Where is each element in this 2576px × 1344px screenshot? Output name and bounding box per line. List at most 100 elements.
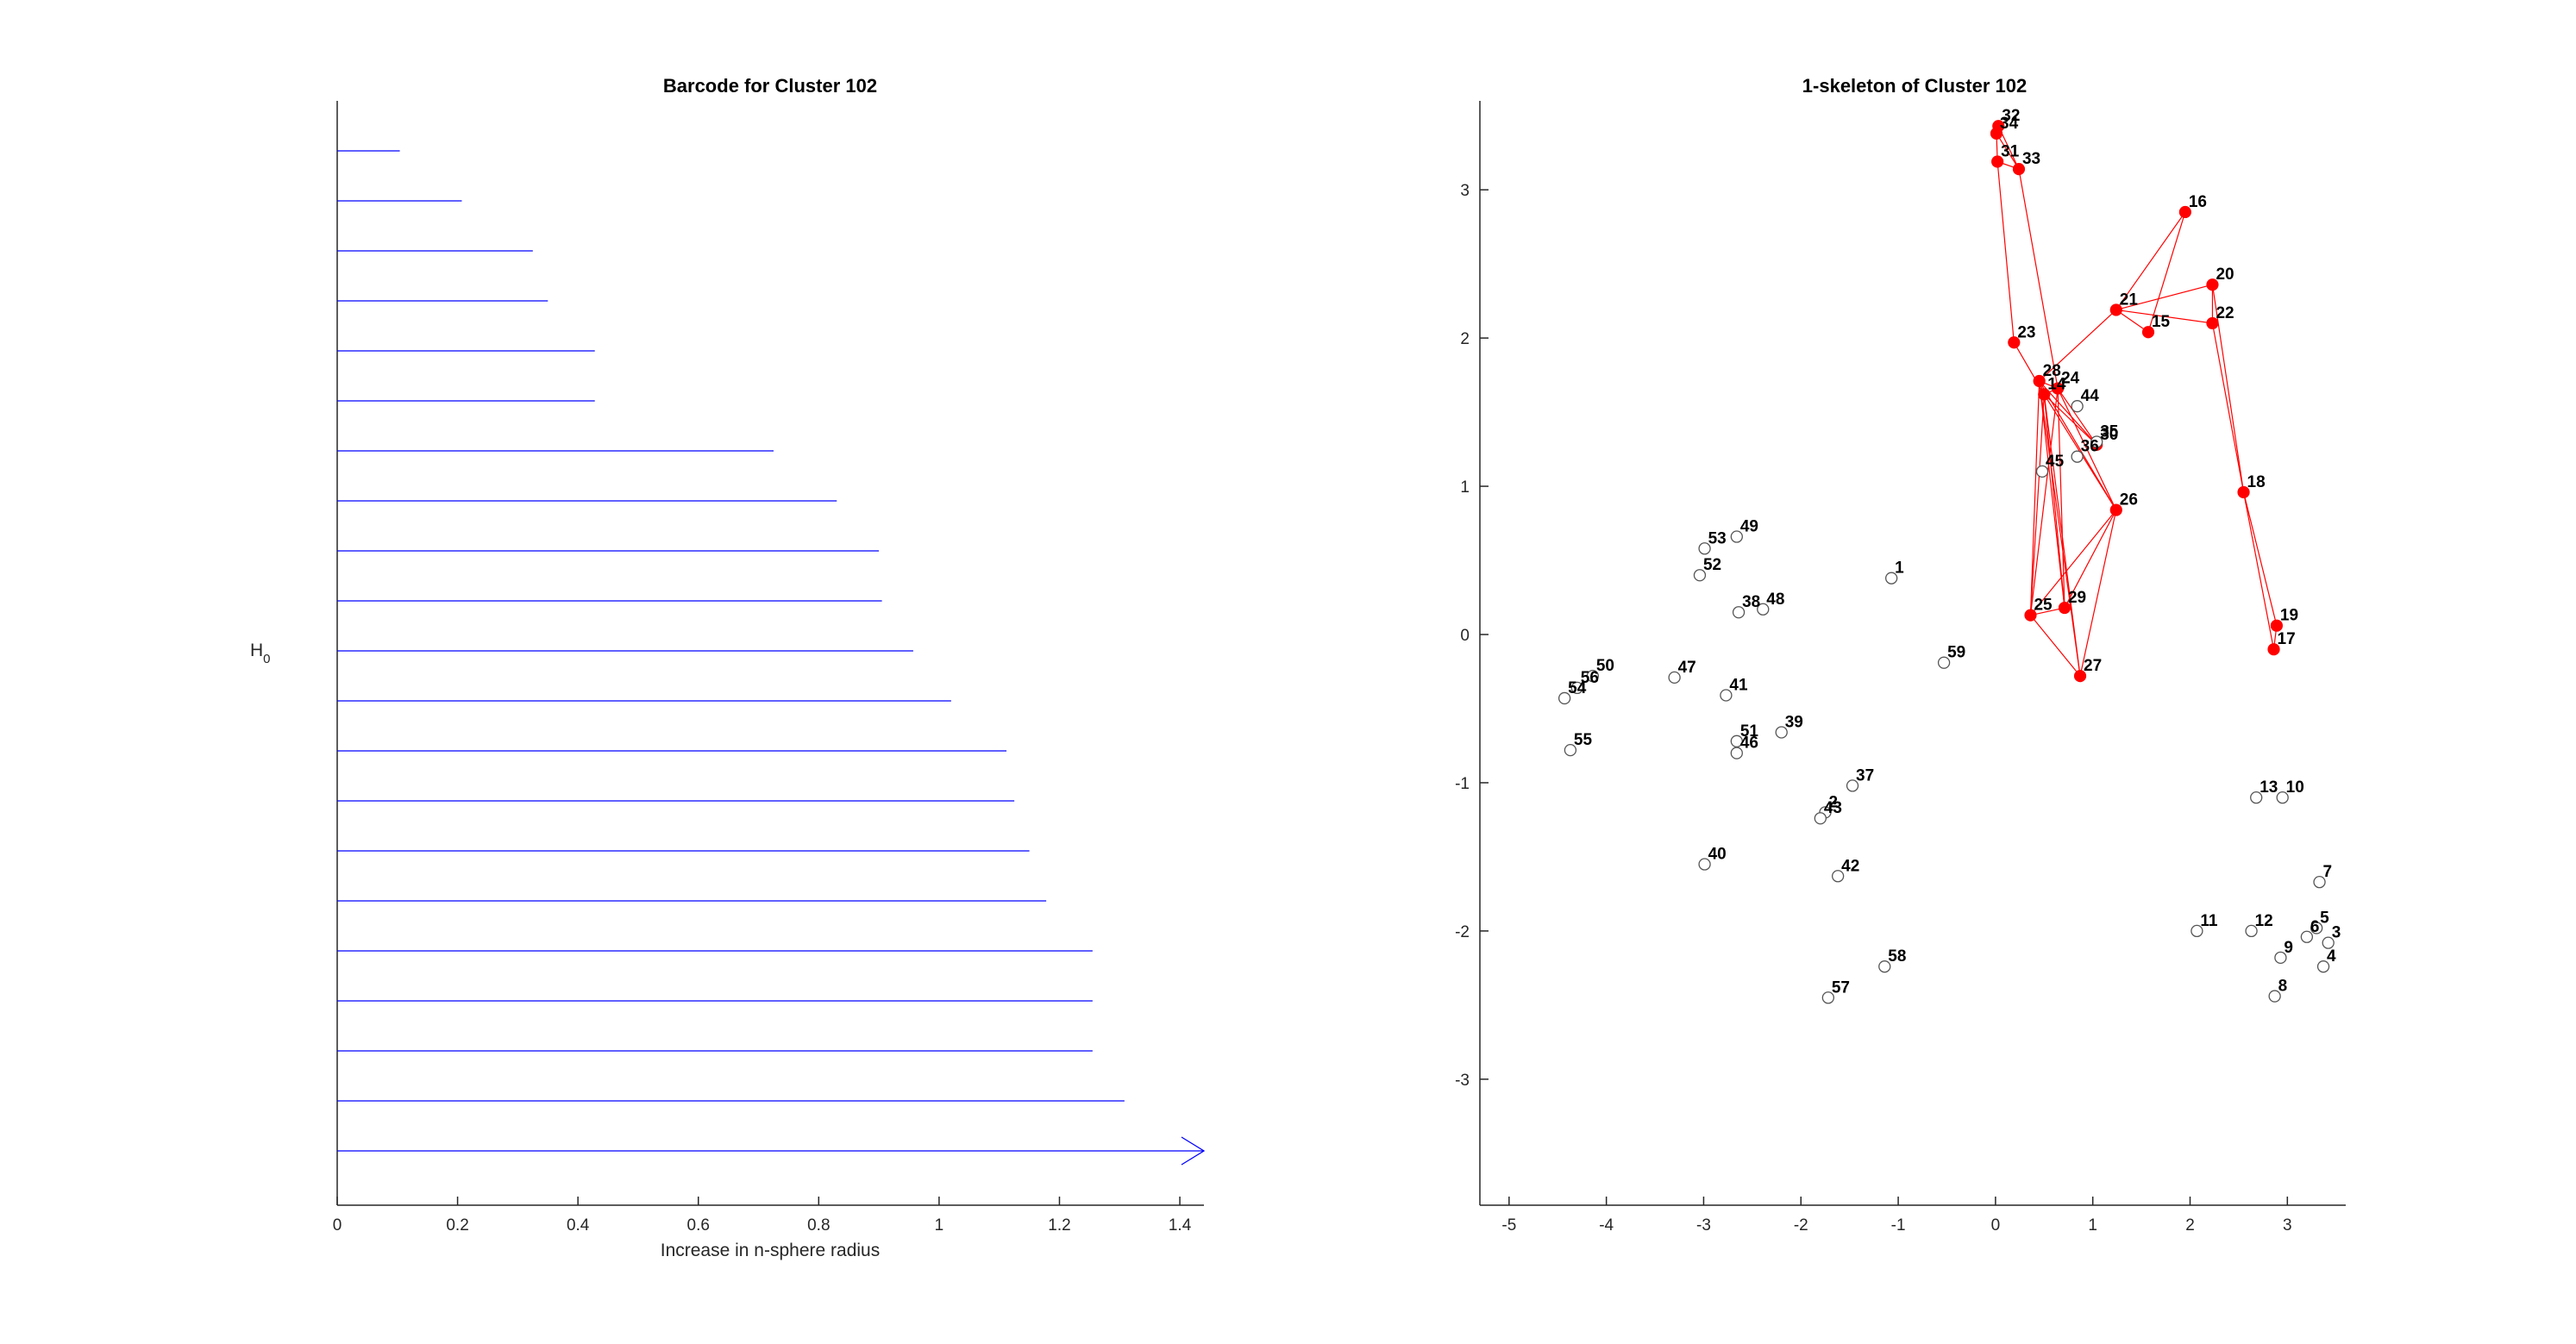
skeleton-y-ticks: -3 -2 -1 0 1 2 3 xyxy=(1455,182,1489,1090)
skeleton-node-active xyxy=(2206,316,2219,330)
skeleton-node-active xyxy=(2206,278,2219,291)
skeleton-edge xyxy=(2043,394,2097,446)
skeleton-node-active xyxy=(2109,503,2122,516)
skeleton-node xyxy=(2035,465,2049,478)
skeleton-node-active xyxy=(2058,601,2071,615)
skeleton-edge xyxy=(2057,388,2065,609)
skeleton-node xyxy=(1698,858,1711,871)
skeleton-node-label: 40 xyxy=(1708,846,1727,864)
skeleton-y-tick-label: -2 xyxy=(1455,923,1470,941)
skeleton-node xyxy=(1570,681,1583,695)
skeleton-node-label: 51 xyxy=(1740,722,1759,741)
skeleton-edge xyxy=(2115,309,2149,333)
skeleton-edge xyxy=(2039,380,2117,510)
skeleton-node xyxy=(1757,603,1770,616)
barcode-x-tick-label: 0.2 xyxy=(446,1216,468,1235)
skeleton-node xyxy=(2322,936,2335,949)
skeleton-x-tick-label: -4 xyxy=(1599,1216,1614,1235)
skeleton-title: 1-skeleton of Cluster 102 xyxy=(1802,75,2027,97)
skeleton-x-tick-label: 0 xyxy=(1991,1216,2001,1235)
skeleton-edge xyxy=(2079,509,2117,677)
skeleton-node-label: 43 xyxy=(1824,799,1842,817)
skeleton-node-label: 49 xyxy=(1740,518,1758,536)
skeleton-node-label: 5 xyxy=(2320,909,2329,927)
skeleton-edge xyxy=(2030,509,2117,616)
skeleton-node xyxy=(2090,435,2103,448)
skeleton-node xyxy=(1775,726,1788,739)
skeleton-node-label: 33 xyxy=(2022,150,2040,168)
skeleton-node-label: 6 xyxy=(2310,918,2320,936)
skeleton-node-active xyxy=(2008,336,2021,349)
skeleton-node-label: 47 xyxy=(1678,659,1696,677)
skeleton-node xyxy=(1668,671,1681,685)
skeleton-edge xyxy=(2115,211,2186,310)
skeleton-node xyxy=(1885,572,1898,584)
skeleton-node xyxy=(1693,569,1707,582)
skeleton-edge xyxy=(2115,309,2213,324)
skeleton-node-label: 28 xyxy=(2043,362,2061,380)
skeleton-node xyxy=(2310,922,2323,935)
skeleton-node-label: 19 xyxy=(2280,607,2298,625)
skeleton-node-label: 48 xyxy=(1766,591,1784,609)
skeleton-node-active xyxy=(1990,127,2003,140)
skeleton-node xyxy=(1878,960,1891,973)
skeleton-node xyxy=(2071,450,2084,463)
skeleton-node xyxy=(2300,930,2314,943)
skeleton-node-label: 8 xyxy=(2278,978,2288,996)
skeleton-node xyxy=(1558,691,1571,705)
skeleton-node-label: 21 xyxy=(2120,291,2139,309)
skeleton-node-label: 46 xyxy=(1740,735,1758,753)
skeleton-edge xyxy=(2039,380,2081,677)
barcode-bars xyxy=(337,150,1206,1166)
skeleton-node-label: 27 xyxy=(2084,657,2102,675)
skeleton-x-tick-label: -1 xyxy=(1891,1216,1906,1235)
skeleton-edge xyxy=(2115,284,2213,311)
skeleton-node-label: 52 xyxy=(1703,556,1721,574)
skeleton-node xyxy=(1821,991,1835,1004)
skeleton-node-active xyxy=(2109,303,2122,316)
skeleton-node xyxy=(2250,791,2263,804)
skeleton-node-label: 11 xyxy=(2200,912,2218,930)
skeleton-edge xyxy=(2064,509,2117,609)
skeleton-node-label: 45 xyxy=(2046,453,2065,471)
barcode-y-label-sub: 0 xyxy=(263,652,270,666)
barcode-x-ticks: 0 0.2 0.4 0.6 0.8 1 1.2 1.4 xyxy=(333,1197,1192,1235)
skeleton-node-label: 14 xyxy=(2047,375,2066,393)
barcode-x-tick-label: 0.8 xyxy=(807,1216,830,1235)
skeleton-panel: 1-skeleton of Cluster 102 -5 -4 -3 -2 -1 0 1 2 3… xyxy=(1455,75,2346,1235)
skeleton-node-label: 58 xyxy=(1888,947,1906,966)
skeleton-x-tick-label: 2 xyxy=(2185,1216,2195,1235)
barcode-x-tick-label: 0.6 xyxy=(687,1216,710,1235)
skeleton-node xyxy=(1698,542,1711,555)
barcode-x-label: Increase in n-sphere radius xyxy=(661,1241,880,1260)
barcode-x-tick-label: 1.2 xyxy=(1048,1216,1070,1235)
skeleton-node-active xyxy=(2178,205,2191,219)
skeleton-node-label: 59 xyxy=(1947,644,1965,662)
skeleton-node-label: 32 xyxy=(2002,107,2020,125)
barcode-x-tick-label: 1 xyxy=(935,1216,944,1235)
skeleton-node-label: 30 xyxy=(2100,426,2118,444)
skeleton-node-label: 17 xyxy=(2278,630,2296,648)
skeleton-edge xyxy=(2029,388,2059,616)
skeleton-node-label: 25 xyxy=(2034,597,2053,615)
skeleton-node xyxy=(1564,743,1577,757)
skeleton-node-active xyxy=(2033,374,2046,388)
skeleton-node-label: 16 xyxy=(2189,193,2207,211)
skeleton-edge xyxy=(2039,309,2117,382)
skeleton-node-label: 12 xyxy=(2255,912,2273,930)
skeleton-node-label: 42 xyxy=(1841,857,1859,875)
skeleton-edges xyxy=(1996,125,2278,677)
barcode-x-tick-label: 0 xyxy=(333,1216,342,1235)
skeleton-node-label: 38 xyxy=(1742,593,1760,611)
skeleton-node-label: 26 xyxy=(2120,491,2138,509)
skeleton-node-label: 15 xyxy=(2152,313,2171,331)
skeleton-node-label: 57 xyxy=(1832,978,1850,997)
barcode-y-label-main: H xyxy=(250,641,263,660)
skeleton-node xyxy=(1846,779,1859,792)
skeleton-node xyxy=(2245,924,2258,938)
skeleton-edge xyxy=(2147,211,2186,333)
skeleton-node-label: 13 xyxy=(2259,778,2278,797)
skeleton-node-label: 20 xyxy=(2216,266,2234,284)
